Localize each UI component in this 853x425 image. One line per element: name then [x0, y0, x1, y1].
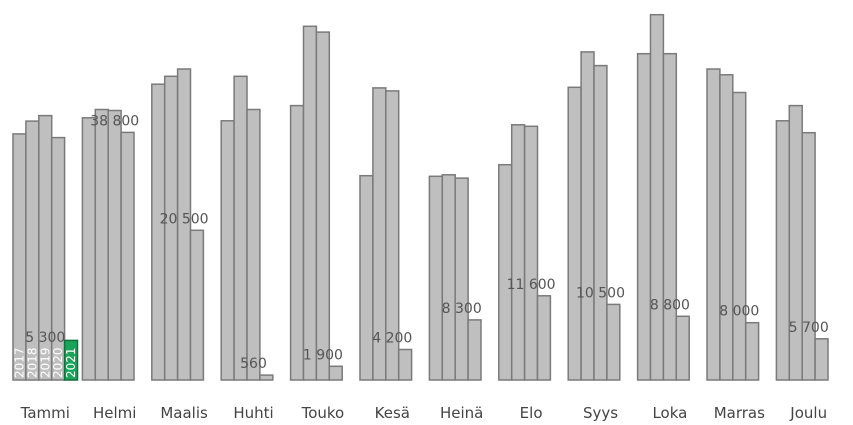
value-label-syys: 10 500	[576, 285, 625, 301]
bar-huhti-2018	[233, 75, 248, 381]
bar-kesä-2020	[397, 348, 413, 381]
bar-helmi-2018	[94, 108, 109, 381]
value-label-loka: 8 800	[650, 297, 690, 313]
bar-joulu-2017	[775, 120, 791, 381]
bar-maalis-2017	[151, 83, 166, 381]
bar-loka-2020	[675, 315, 690, 381]
month-label-heinä: Heinä	[440, 404, 483, 422]
bar-loka-2017	[636, 52, 652, 381]
bar-tammi-2021	[63, 339, 79, 381]
value-label-marras: 8 000	[719, 304, 759, 320]
bar-heinä-2018	[441, 174, 456, 381]
bar-helmi-2019	[107, 109, 122, 381]
value-label-tammi: 5 300	[25, 330, 65, 346]
bar-maalis-2020	[189, 229, 205, 381]
month-label-huhti: Huhti	[233, 404, 273, 422]
bar-huhti-2019	[246, 108, 261, 381]
bar-syys-2018	[580, 51, 595, 381]
bar-marras-2020	[744, 321, 760, 381]
bar-heinä-2020	[467, 319, 482, 381]
bar-joulu-2019	[801, 131, 816, 381]
bars-layer	[12, 13, 829, 381]
bar-joulu-2018	[788, 104, 803, 381]
bar-elo-2020	[536, 295, 552, 381]
bar-heinä-2017	[428, 175, 444, 381]
month-label-joulu: Joulu	[789, 404, 827, 422]
bar-elo-2019	[523, 125, 539, 381]
bar-helmi-2017	[81, 117, 97, 381]
series-label-2018: 2018	[25, 347, 39, 378]
bar-elo-2018	[510, 124, 526, 381]
bar-marras-2018	[719, 74, 734, 381]
bar-huhti-2017	[220, 120, 235, 381]
month-label-touko: Touko	[301, 404, 345, 422]
bar-heinä-2019	[454, 177, 469, 381]
series-label-2017: 2017	[12, 347, 26, 378]
month-label-marras: Marras	[714, 404, 765, 422]
bar-huhti-2020	[259, 374, 274, 381]
value-label-helmi: 38 800	[90, 113, 139, 129]
value-label-touko: 1 900	[303, 347, 343, 363]
value-label-heinä: 8 300	[442, 301, 482, 317]
bar-joulu-2020	[814, 338, 829, 381]
value-labels-layer: 5 300 38 800 20 500 560 1 900 4 200 8 300 11 60…	[25, 113, 828, 372]
bar-touko-2017	[289, 104, 305, 381]
month-label-elo: Elo	[520, 404, 543, 422]
month-label-maalis: Maalis	[160, 404, 208, 422]
bar-marras-2017	[706, 68, 721, 381]
series-label-2020: 2020	[51, 347, 65, 378]
value-label-kesä: 4 200	[372, 331, 412, 347]
value-label-elo: 11 600	[507, 277, 556, 293]
month-label-loka: Loka	[652, 404, 687, 422]
bar-kesä-2019	[385, 90, 400, 381]
bar-tammi-2020	[50, 136, 66, 381]
bar-maalis-2019	[176, 68, 192, 381]
month-labels-layer: Tammi Helmi Maalis Huhti Touko Kesä Heinä Elo Sy…	[20, 404, 827, 422]
bar-marras-2019	[732, 91, 747, 381]
month-label-helmi: Helmi	[93, 404, 136, 422]
series-label-2021: 2021	[64, 347, 78, 378]
month-label-syys: Syys	[583, 404, 618, 422]
month-label-kesä: Kesä	[375, 404, 410, 422]
bar-touko-2018	[302, 25, 318, 381]
month-label-tammi: Tammi	[20, 404, 70, 422]
bar-helmi-2020	[120, 131, 135, 381]
bar-syys-2019	[593, 64, 608, 381]
bar-tammi-2017	[12, 133, 27, 381]
bar-syys-2020	[606, 303, 621, 381]
bar-maalis-2018	[163, 75, 179, 381]
bar-touko-2020	[328, 365, 343, 381]
bar-loka-2019	[662, 52, 678, 381]
value-label-huhti: 560	[240, 356, 267, 372]
series-label-2019: 2019	[38, 347, 52, 378]
value-label-joulu: 5 700	[789, 320, 829, 336]
bar-touko-2019	[315, 31, 331, 381]
bar-syys-2017	[567, 86, 582, 381]
value-label-maalis: 20 500	[160, 211, 209, 227]
bar-loka-2018	[649, 13, 665, 381]
bar-kesä-2017	[359, 174, 374, 381]
bar-elo-2017	[498, 163, 513, 381]
